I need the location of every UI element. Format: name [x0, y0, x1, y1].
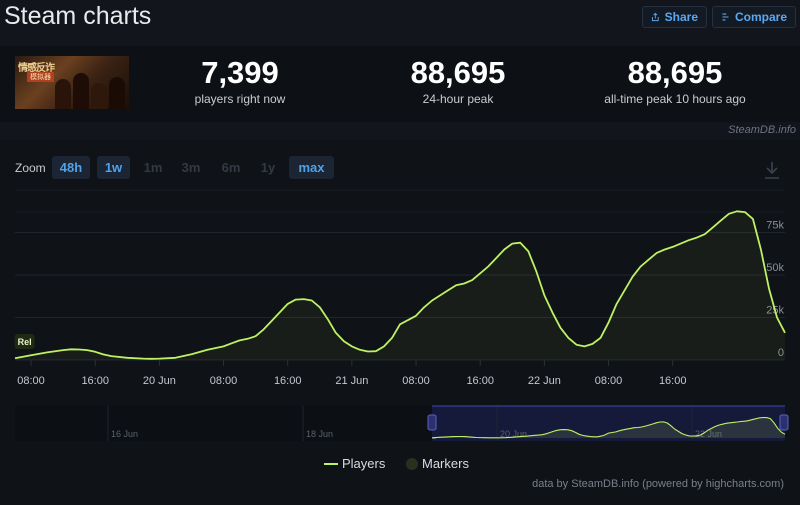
stat-alltime-peak: 88,695 all-time peak 10 hours ago — [585, 55, 765, 107]
current-players-value: 7,399 — [201, 55, 279, 90]
stat-24h-peak: 88,695 24-hour peak — [378, 55, 538, 107]
game-thumbnail[interactable]: 情感反诈 模拟器 — [15, 56, 129, 109]
zoom-1w[interactable]: 1w — [97, 156, 130, 179]
thumbnail-title: 情感反诈 — [18, 63, 55, 74]
peak24-label: 24-hour peak — [422, 92, 494, 106]
share-icon — [651, 12, 659, 22]
zoom-48h[interactable]: 48h — [52, 156, 90, 179]
share-label: Share — [664, 10, 698, 24]
alltime-peak-label: all-time peak 10 hours ago — [604, 92, 746, 106]
stats-bar: 情感反诈 模拟器 7,399 players right now 88,695 … — [0, 46, 800, 122]
chart-panel — [0, 140, 800, 505]
alltime-peak-value: 88,695 — [627, 55, 723, 90]
compare-icon — [722, 13, 729, 21]
zoom-6m[interactable]: 6m — [221, 160, 241, 175]
compare-label: Compare — [734, 10, 787, 24]
zoom-1m[interactable]: 1m — [143, 160, 163, 175]
zoom-label: Zoom — [15, 161, 46, 175]
stat-current: 7,399 players right now — [160, 55, 320, 107]
compare-button[interactable]: Compare — [712, 6, 796, 28]
page-title: Steam charts — [4, 2, 152, 30]
download-icon[interactable] — [763, 160, 781, 180]
zoom-3m[interactable]: 3m — [181, 160, 201, 175]
footer-credit: data by SteamDB.info (powered by highcha… — [532, 478, 784, 490]
current-players-label: players right now — [194, 92, 286, 106]
thumbnail-subtitle: 模拟器 — [27, 72, 54, 82]
peak24-value: 88,695 — [410, 55, 506, 90]
steamdb-credit[interactable]: SteamDB.info — [728, 124, 796, 136]
zoom-1y[interactable]: 1y — [260, 160, 276, 175]
zoom-max[interactable]: max — [289, 156, 334, 179]
share-button[interactable]: Share — [642, 6, 707, 28]
